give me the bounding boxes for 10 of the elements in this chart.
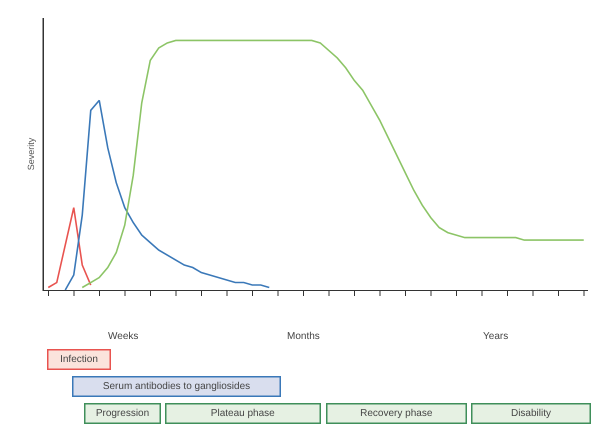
text: Plateau phase — [210, 408, 276, 419]
text: Months — [287, 331, 320, 342]
text: Years — [483, 331, 508, 342]
text: Infection — [60, 354, 98, 365]
text: Recovery phase — [360, 408, 433, 419]
text: Serum antibodies to gangliosides — [102, 381, 250, 392]
text: Progression — [96, 408, 150, 419]
text: Disability — [510, 408, 552, 419]
y-axis-title: Severity — [26, 137, 36, 170]
text: Weeks — [108, 331, 138, 342]
